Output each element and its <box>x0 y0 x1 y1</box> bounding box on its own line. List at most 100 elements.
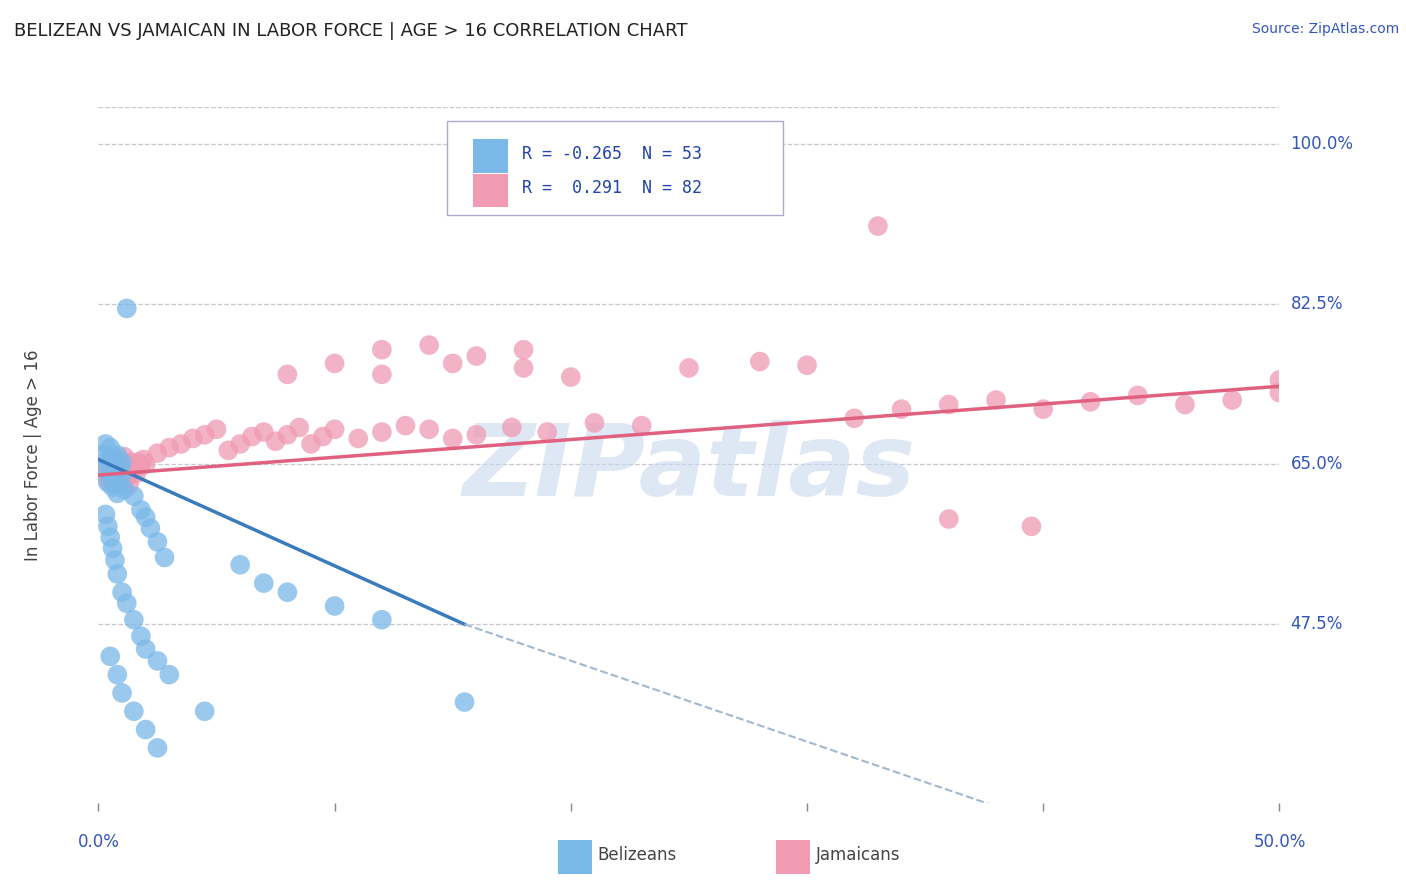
Point <box>323 356 346 370</box>
Point <box>118 477 141 491</box>
Point <box>229 558 252 572</box>
Point <box>101 450 124 464</box>
Bar <box>472 139 508 173</box>
Point <box>108 452 131 467</box>
Point <box>441 356 464 370</box>
Point <box>157 667 180 681</box>
Point <box>115 457 138 471</box>
Point <box>146 654 169 668</box>
Point <box>101 461 124 475</box>
Point <box>205 422 228 436</box>
Point <box>583 416 606 430</box>
Point <box>678 361 700 376</box>
Point <box>122 613 145 627</box>
Point <box>122 461 145 475</box>
Point <box>101 477 124 491</box>
Point <box>299 437 322 451</box>
Point <box>371 425 394 439</box>
Point <box>1220 392 1243 407</box>
Text: Source: ZipAtlas.com: Source: ZipAtlas.com <box>1251 22 1399 37</box>
Point <box>135 457 157 471</box>
Point <box>146 740 169 755</box>
Point <box>194 427 217 442</box>
Point <box>115 596 138 610</box>
Point <box>276 427 298 442</box>
Point <box>796 358 818 372</box>
Point <box>98 452 121 467</box>
Text: Jamaicans: Jamaicans <box>815 847 900 864</box>
Point <box>418 422 440 436</box>
Point <box>323 599 346 613</box>
Point <box>323 422 346 436</box>
Point <box>105 566 128 581</box>
Point <box>111 455 134 469</box>
Text: BELIZEAN VS JAMAICAN IN LABOR FORCE | AGE > 16 CORRELATION CHART: BELIZEAN VS JAMAICAN IN LABOR FORCE | AG… <box>14 22 688 40</box>
Point <box>371 368 394 382</box>
Point <box>394 418 416 433</box>
FancyBboxPatch shape <box>447 121 783 215</box>
Point <box>94 461 117 475</box>
Point <box>94 467 117 481</box>
Point <box>844 411 866 425</box>
Point <box>418 338 440 352</box>
Point <box>97 458 120 473</box>
Point <box>560 370 582 384</box>
Point <box>121 455 143 469</box>
Point <box>97 474 120 488</box>
Point <box>441 432 464 446</box>
Point <box>170 437 193 451</box>
Point <box>536 425 558 439</box>
Point <box>512 361 534 376</box>
Point <box>97 519 120 533</box>
Point <box>94 437 117 451</box>
Point <box>111 686 134 700</box>
Point <box>157 441 180 455</box>
Point <box>129 503 152 517</box>
Text: R = -0.265  N = 53: R = -0.265 N = 53 <box>523 145 703 162</box>
Point <box>501 420 523 434</box>
Point <box>111 468 134 483</box>
Point <box>146 535 169 549</box>
Point <box>105 464 128 478</box>
Point <box>104 455 127 469</box>
Text: 47.5%: 47.5% <box>1291 615 1343 633</box>
Point <box>1021 519 1043 533</box>
Point <box>135 642 157 657</box>
Point <box>129 629 152 643</box>
Text: Belizeans: Belizeans <box>598 847 676 864</box>
Point <box>115 301 138 316</box>
Text: ZIPatlas: ZIPatlas <box>463 420 915 517</box>
Point <box>105 474 128 488</box>
Point <box>98 468 121 483</box>
Point <box>111 475 134 490</box>
Point <box>98 649 121 664</box>
Text: 82.5%: 82.5% <box>1291 295 1343 313</box>
Point <box>98 467 121 481</box>
Point <box>153 550 176 565</box>
Point <box>1032 402 1054 417</box>
Point <box>1268 373 1291 387</box>
Point <box>465 427 488 442</box>
Point <box>105 667 128 681</box>
Point <box>104 553 127 567</box>
Point <box>276 368 298 382</box>
Point <box>264 434 287 449</box>
Point <box>938 398 960 412</box>
Text: 100.0%: 100.0% <box>1291 135 1354 153</box>
Point <box>108 467 131 481</box>
Point <box>128 455 150 469</box>
Point <box>181 432 204 446</box>
Point <box>112 450 135 464</box>
Text: 65.0%: 65.0% <box>1291 455 1343 473</box>
Point <box>748 354 770 368</box>
Point <box>122 489 145 503</box>
Point <box>866 219 889 233</box>
Point <box>938 512 960 526</box>
Text: 0.0%: 0.0% <box>77 833 120 851</box>
Point <box>101 541 124 556</box>
Point <box>105 458 128 473</box>
Point <box>984 392 1007 407</box>
Point <box>108 477 131 491</box>
Point <box>1126 388 1149 402</box>
Point <box>1174 398 1197 412</box>
